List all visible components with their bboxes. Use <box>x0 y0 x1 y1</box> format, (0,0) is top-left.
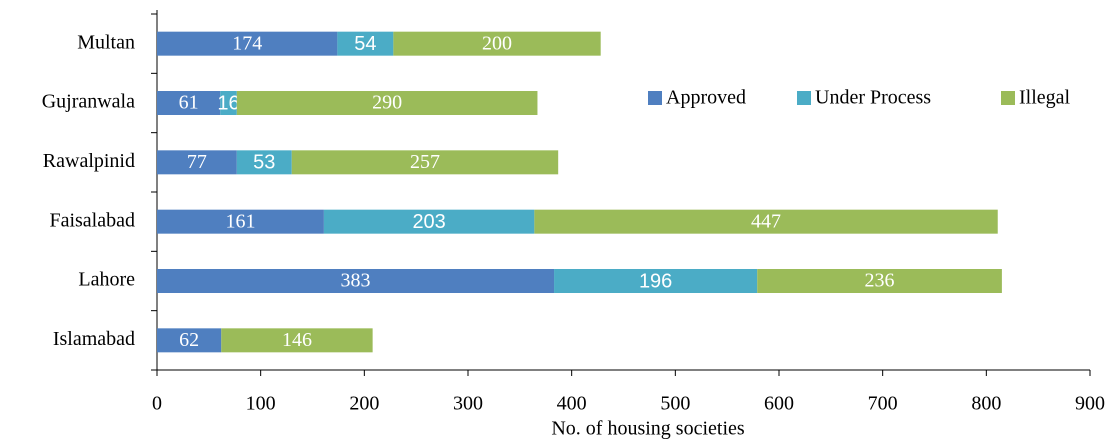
value-label: 290 <box>372 92 402 114</box>
y-tick-label: Faisalabad <box>49 209 135 231</box>
value-label: 200 <box>482 32 512 54</box>
legend-label: Illegal <box>1019 87 1071 109</box>
legend-swatch <box>797 91 811 105</box>
bar <box>554 269 758 293</box>
bar <box>236 91 538 115</box>
x-tick-label: 500 <box>660 393 690 415</box>
bar <box>323 209 535 234</box>
value-label: 146 <box>282 329 312 351</box>
value-label: 77 <box>187 151 207 173</box>
x-tick-label: 200 <box>349 393 379 415</box>
legend-swatch <box>1001 91 1015 105</box>
bar <box>291 150 559 175</box>
y-tick-label: Multan <box>77 31 135 53</box>
x-tick-label: 100 <box>246 393 276 415</box>
x-tick-label: 300 <box>453 393 483 415</box>
bar <box>157 328 222 353</box>
value-label: 383 <box>341 270 371 292</box>
legend-label: Under Process <box>815 87 931 109</box>
y-tick-label: Rawalpinid <box>43 150 135 172</box>
value-label: 257 <box>410 151 440 173</box>
y-tick-label: Islamabad <box>53 328 135 350</box>
value-label: 203 <box>412 211 445 233</box>
value-label: 54 <box>354 33 376 55</box>
bar <box>157 91 221 115</box>
x-tick-label: 400 <box>557 393 587 415</box>
value-label: 196 <box>639 270 672 292</box>
value-label: 61 <box>179 92 199 114</box>
x-tick-label: 600 <box>764 393 794 415</box>
y-tick-label: Lahore <box>78 269 135 291</box>
value-label: 236 <box>865 270 895 292</box>
x-tick-label: 700 <box>868 393 898 415</box>
y-tick-label: Gujranwala <box>42 91 135 113</box>
bar <box>157 31 338 56</box>
value-label: 161 <box>225 210 255 232</box>
bar <box>221 328 373 353</box>
bar <box>157 150 237 175</box>
x-tick-label: 900 <box>1075 393 1105 415</box>
bar <box>157 269 555 293</box>
value-label: 447 <box>751 210 781 232</box>
legend-label: Approved <box>666 87 746 109</box>
bar <box>220 91 237 115</box>
legend-swatch <box>648 91 662 105</box>
bar <box>157 209 324 234</box>
value-label: 16 <box>217 92 239 114</box>
bar <box>393 31 601 56</box>
x-tick-label: 0 <box>152 393 162 415</box>
value-label: 53 <box>253 152 275 174</box>
value-label: 174 <box>232 32 262 54</box>
bar <box>757 269 1002 293</box>
bar <box>337 31 394 56</box>
value-label: 62 <box>179 329 199 351</box>
bar <box>236 150 292 175</box>
x-tick-label: 800 <box>971 393 1001 415</box>
bar <box>534 209 998 234</box>
x-axis-label: No. of housing societies <box>551 418 745 439</box>
